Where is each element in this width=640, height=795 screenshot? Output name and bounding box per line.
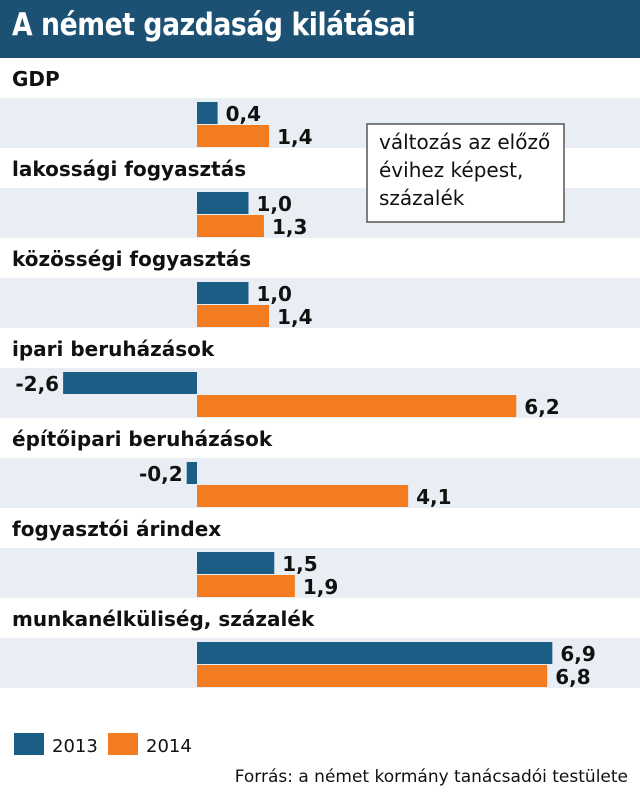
bar-2013-6: [197, 552, 275, 574]
row-bar-band: [0, 548, 640, 598]
value-label-2013-6: 1,5: [282, 552, 317, 576]
title-bar: A német gazdaság kilátásai: [0, 0, 640, 58]
legend-swatch-2013: [14, 733, 44, 755]
bar-2014-3: [197, 305, 270, 327]
value-label-2013-3: 1,0: [257, 282, 292, 306]
bars: [63, 102, 553, 687]
value-label-2013-1: 0,4: [226, 102, 261, 126]
bar-2013-4: [63, 372, 197, 394]
bar-2013-2: [197, 192, 249, 214]
bar-2013-1: [197, 102, 218, 124]
legend: 2013 2014: [14, 733, 192, 757]
bar-2014-5: [197, 485, 409, 507]
category-label-2: lakossági fogyasztás: [12, 157, 246, 181]
category-label-3: közösségi fogyasztás: [12, 247, 251, 271]
legend-swatch-2014: [108, 733, 138, 755]
value-label-2014-4: 6,2: [524, 395, 559, 419]
note-line-3: százalék: [379, 186, 465, 210]
value-label-2013-4: -2,6: [15, 372, 59, 396]
bar-2013-5: [186, 462, 197, 484]
value-label-2013-5: -0,2: [139, 462, 183, 486]
category-label-1: GDP: [12, 67, 60, 91]
value-label-2014-6: 1,9: [303, 575, 338, 599]
row-bar-band: [0, 278, 640, 328]
legend-label-2013: 2013: [52, 736, 98, 757]
value-label-2014-1: 1,4: [277, 125, 312, 149]
bar-2013-3: [197, 282, 249, 304]
note-line-1: változás az előző: [379, 130, 550, 154]
value-label-2014-3: 1,4: [277, 305, 312, 329]
note-box: változás az előző évihez képest, százalé…: [366, 123, 565, 223]
bar-2014-1: [197, 125, 270, 147]
row-header-band: [0, 418, 640, 458]
row-header-band: [0, 508, 640, 548]
value-label-2013-7: 6,9: [560, 642, 595, 666]
note-border: [366, 123, 565, 223]
value-label-2014-7: 6,8: [555, 665, 590, 689]
row-header-band: [0, 58, 640, 98]
legend-band: [0, 688, 640, 795]
value-label-2013-2: 1,0: [257, 192, 292, 216]
row-header-band: [0, 598, 640, 638]
legend-label-2014: 2014: [146, 736, 192, 757]
chart-title: A német gazdaság kilátásai: [12, 7, 416, 43]
bar-2014-6: [197, 575, 295, 597]
row-header-band: [0, 328, 640, 368]
category-label-6: fogyasztói árindex: [12, 517, 221, 541]
row-header-band: [0, 238, 640, 278]
value-label-2014-2: 1,3: [272, 215, 307, 239]
bar-2013-7: [197, 642, 553, 664]
category-label-4: ipari beruházások: [12, 337, 215, 361]
source-note: Forrás: a német kormány tanácsadói testü…: [235, 767, 628, 787]
bar-2014-2: [197, 215, 264, 237]
bar-2014-4: [197, 395, 517, 417]
note-line-2: évihez képest,: [379, 158, 523, 182]
bar-2014-7: [197, 665, 548, 687]
category-label-7: munkanélküliség, százalék: [12, 607, 315, 631]
category-label-5: építőipari beruházások: [12, 427, 273, 451]
value-label-2014-5: 4,1: [416, 485, 451, 509]
